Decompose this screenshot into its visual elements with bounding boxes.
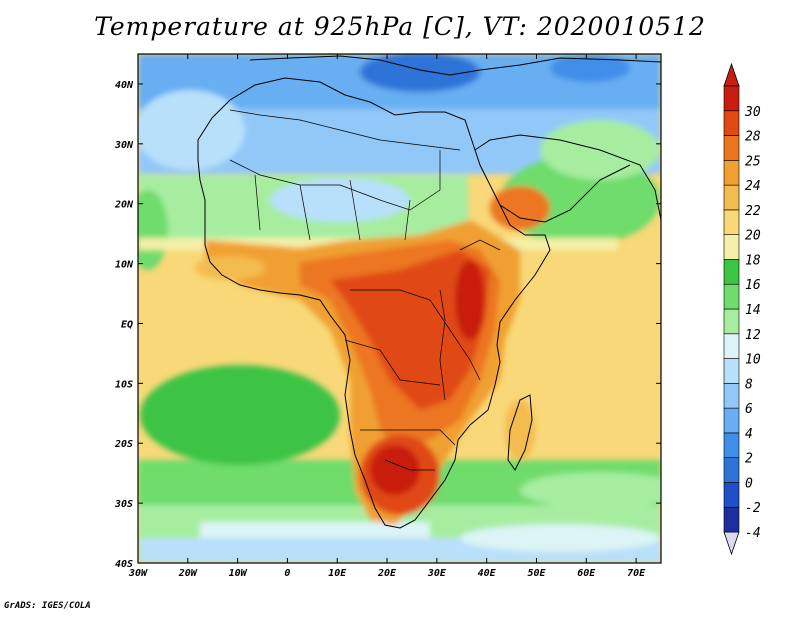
colorbar-label: 20 <box>745 229 761 244</box>
lon-tick-label: 40E <box>478 568 497 579</box>
lat-tick-label: 10N <box>115 260 134 271</box>
colorbar-segment <box>723 234 740 260</box>
colorbar-segment <box>723 383 740 409</box>
colorbar-label: 30 <box>744 105 761 120</box>
colorbar-label: 24 <box>745 179 761 194</box>
colorbar-label: 0 <box>745 476 753 491</box>
lon-tick-label: 70E <box>627 568 646 579</box>
colorbar-segment <box>723 85 740 112</box>
colorbar-label: 6 <box>745 402 753 417</box>
lon-tick-label: 30E <box>427 568 447 579</box>
lat-tick-label: 30N <box>114 140 134 151</box>
colorbar-segment <box>723 308 740 335</box>
colorbar-segment <box>723 259 740 285</box>
lon-tick-label: 20W <box>178 568 198 579</box>
colorbar-segment <box>723 506 740 533</box>
lon-tick-label: 30W <box>128 568 148 579</box>
temperature-field <box>138 54 661 563</box>
colorbar-segment <box>723 333 740 359</box>
colorbar-segment <box>723 160 740 186</box>
coastlines <box>197 55 661 529</box>
colorbar-segment <box>723 432 740 458</box>
colorbar-segment <box>723 184 740 211</box>
colorbar-label: 22 <box>745 204 761 219</box>
colorbar-label: 28 <box>745 130 761 145</box>
madagascar-coastline <box>507 394 533 471</box>
colorbar-label: -2 <box>745 501 761 516</box>
map-frame <box>137 53 662 564</box>
chart-title: Temperature at 925hPa [C], VT: 202001051… <box>94 12 706 41</box>
colorbar-segment <box>723 358 740 384</box>
lat-tick-label: 30S <box>114 499 133 510</box>
lat-tick-label: 10S <box>115 379 133 390</box>
europe-coastline <box>249 55 661 76</box>
colorbar-label: 14 <box>745 303 761 318</box>
colorbar-low-cap <box>723 531 740 556</box>
colorbar-segment <box>723 283 740 310</box>
colorbar-label: 8 <box>745 377 753 392</box>
lon-tick-label: 0 <box>284 568 290 579</box>
colorbar-label: 4 <box>745 427 753 442</box>
grads-credit: GrADS: IGES/COLA <box>4 601 91 611</box>
lat-tick-label: 40S <box>115 559 133 570</box>
africa-coastline <box>197 77 551 529</box>
lon-tick-label: 50E <box>527 568 546 579</box>
colorbar-label: 10 <box>745 353 761 368</box>
lon-tick-label: 10W <box>229 568 248 579</box>
arabia-coastline <box>474 134 661 221</box>
colorbar-label: 16 <box>745 278 761 293</box>
colorbar-segment <box>723 457 740 483</box>
colorbar-segment <box>723 135 740 161</box>
lat-tick-label: 20N <box>114 200 134 211</box>
colorbar-segment <box>723 110 740 136</box>
lat-tick-label: 20S <box>114 439 133 450</box>
lat-tick-label: EQ <box>121 319 133 330</box>
colorbar-high-cap <box>723 62 740 87</box>
colorbar-label: -4 <box>745 526 761 541</box>
latitude-axis: 40N 30N 20N 10N EQ 10S 20S 30S 40S <box>114 80 661 570</box>
lat-tick-label: 40N <box>115 80 134 91</box>
colorbar-segment <box>723 209 740 235</box>
colorbar-label: 2 <box>745 452 753 467</box>
colorbar-label: 25 <box>745 154 761 169</box>
lon-tick-label: 10E <box>328 568 347 579</box>
lon-tick-label: 60E <box>577 568 596 579</box>
lon-tick-label: 20E <box>377 568 397 579</box>
colorbar-segment <box>723 407 740 434</box>
colorbar-label: 12 <box>745 328 761 343</box>
longitude-axis: 30W 20W 10W 0 10E 20E 30E 40E 50E 60E 70E <box>128 54 646 579</box>
colorbar-segment <box>723 482 740 508</box>
colorbar-label: 18 <box>745 253 761 268</box>
field-south-atlantic-cool <box>140 365 340 465</box>
